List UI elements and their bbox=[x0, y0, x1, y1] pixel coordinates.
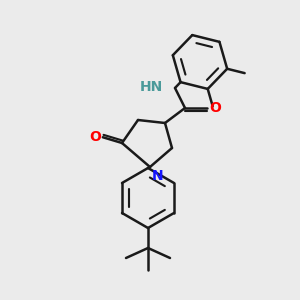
Text: O: O bbox=[89, 130, 101, 144]
Text: HN: HN bbox=[140, 80, 163, 94]
Text: N: N bbox=[152, 169, 164, 183]
Text: O: O bbox=[209, 101, 221, 115]
